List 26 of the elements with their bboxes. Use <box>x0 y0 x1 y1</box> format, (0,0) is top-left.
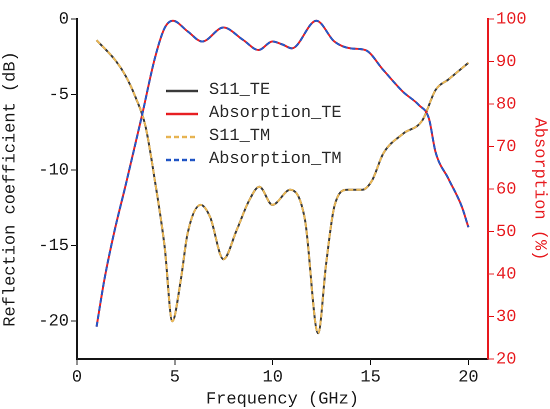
y-tick-label: -5 <box>48 86 69 106</box>
y-axis-title: Reflection coefficient (dB) <box>2 51 21 327</box>
y2-tick-label: 80 <box>496 96 516 114</box>
x-tick-label: 15 <box>360 368 381 388</box>
y-tick-label: -10 <box>38 162 69 181</box>
y-tick-label: -20 <box>38 312 69 332</box>
y-tick-label: 0 <box>58 10 69 30</box>
y2-tick-label: 60 <box>496 180 516 200</box>
legend-label: S11_TE <box>209 80 270 102</box>
y2-axis-title: Absorption (%) <box>529 118 548 260</box>
legend-label: Absorption_TM <box>209 149 342 171</box>
y2-tick-label: 100 <box>496 10 527 30</box>
y2-tick-label: 90 <box>496 53 516 72</box>
y2-tick-label: 70 <box>496 138 516 157</box>
x-tick-label: 20 <box>458 368 479 388</box>
y-tick-label: -15 <box>38 237 69 256</box>
y2-tick-label: 20 <box>496 350 516 370</box>
legend-label: S11_TM <box>209 126 270 148</box>
x-axis-title: Frequency (GHz) <box>206 390 360 409</box>
x-tick-label: 5 <box>170 368 180 388</box>
y2-tick-label: 30 <box>496 308 516 327</box>
y2-tick-label: 50 <box>496 223 516 242</box>
y2-tick-label: 40 <box>496 266 516 284</box>
legend-label: Absorption_TE <box>209 103 342 125</box>
x-tick-label: 0 <box>72 368 82 388</box>
x-tick-label: 10 <box>262 368 283 388</box>
